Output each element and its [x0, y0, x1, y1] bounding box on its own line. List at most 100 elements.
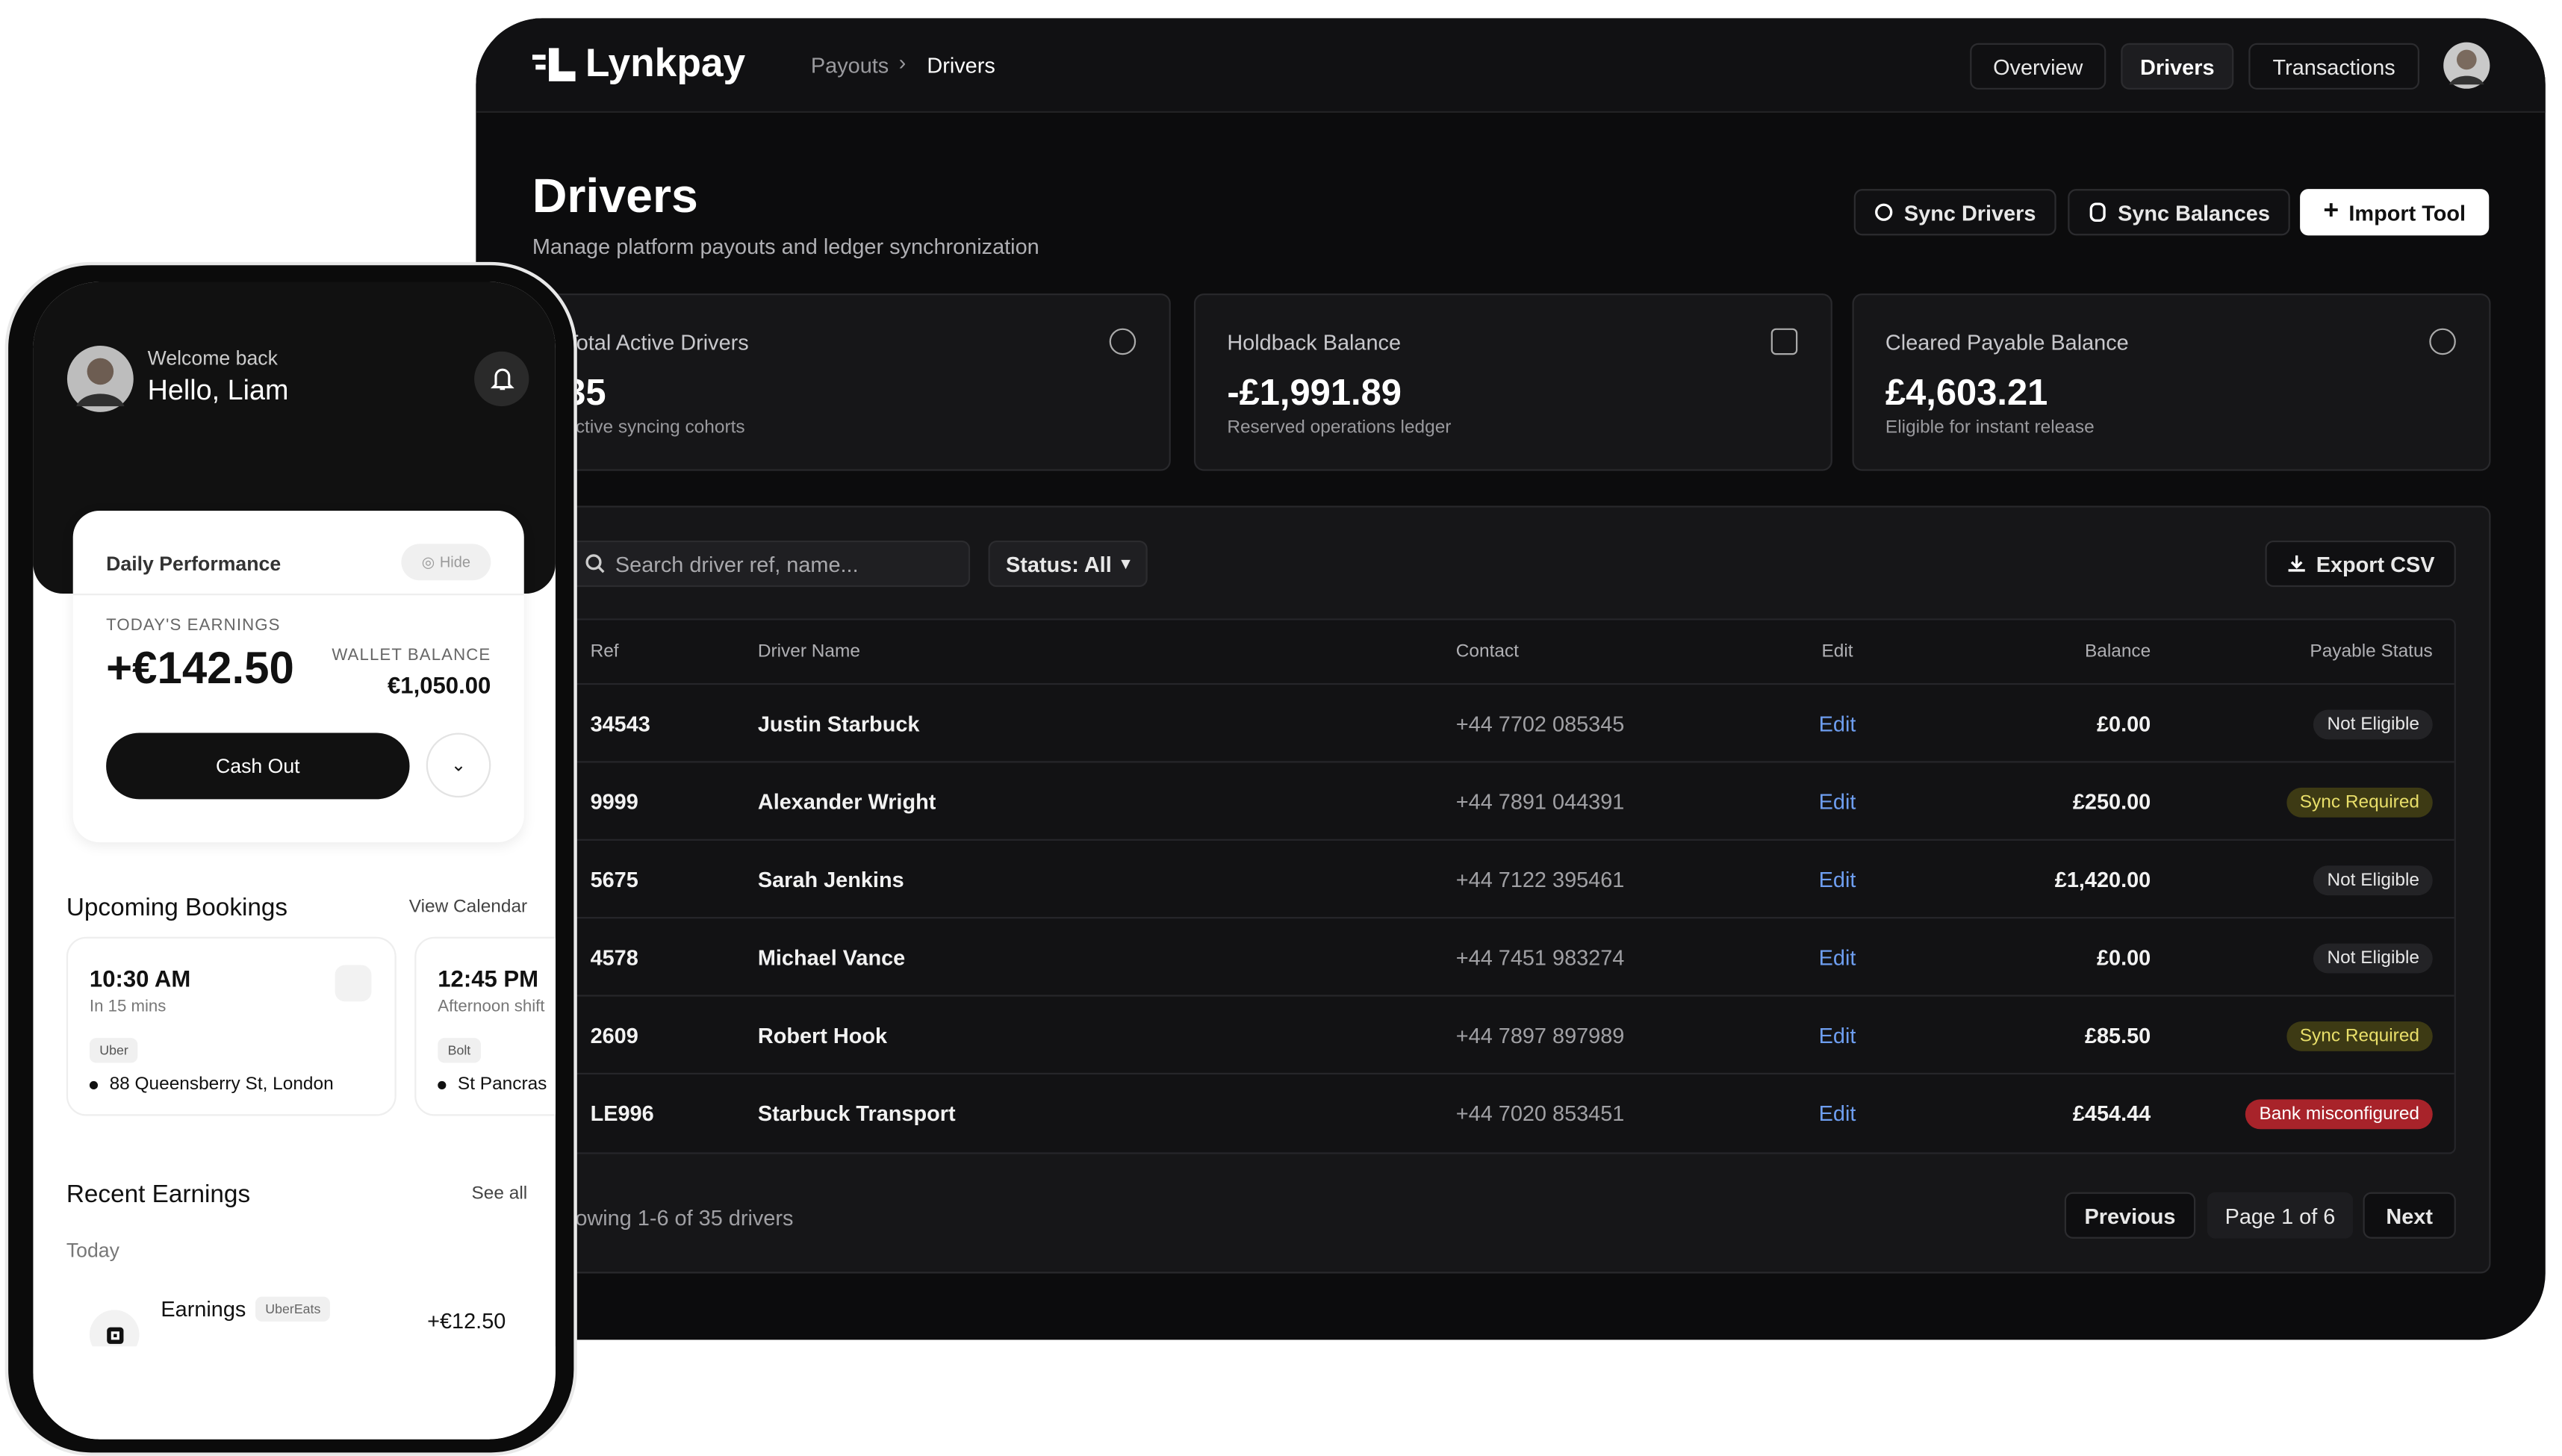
column-header: Payable Status	[2310, 641, 2433, 662]
breadcrumb-item: Drivers	[927, 53, 995, 78]
booking-address: St Pancras	[457, 1074, 547, 1095]
chevron: ▾	[1122, 554, 1131, 573]
section-title: Upcoming Bookings	[66, 893, 288, 922]
table-cell: Justin Starbuck	[758, 685, 1255, 762]
stat-card: Total Active Drivers 35 active syncing coh…	[532, 293, 1171, 471]
cell-text: £250.00	[2072, 789, 2151, 815]
sync-drivers-button[interactable]: Sync Drivers	[1853, 189, 2056, 236]
sync-balances-button[interactable]: Sync Balances	[2068, 189, 2290, 236]
column-header: Edit	[1821, 641, 1853, 662]
cell-text: +44 7891 044391	[1455, 789, 1625, 815]
user-avatar	[66, 346, 134, 412]
table-cell: 2609	[591, 997, 740, 1074]
status-badge: Sync Required	[2286, 1020, 2433, 1051]
button-label: Sync Balances	[2118, 199, 2270, 225]
cell-text: £0.00	[2096, 711, 2151, 736]
cell-text: Sarah Jenkins	[757, 867, 904, 892]
table-cell: Sarah Jenkins	[758, 841, 1255, 918]
table-cell: 34543	[591, 685, 740, 762]
cell-text: +44 7702 085345	[1455, 711, 1625, 736]
table-row: 9999 Alexander Wright +44 7891 044391 Edit £…	[565, 761, 2454, 841]
search-input[interactable]: Search driver ref, name...	[564, 540, 971, 588]
cell-text: Alexander Wright	[757, 789, 936, 815]
edit-link[interactable]: Edit	[1818, 1101, 1856, 1126]
view-calendar-link[interactable]: View Calendar	[408, 897, 528, 918]
status-filter[interactable]: Status: All ▾	[988, 540, 1148, 588]
cell-text: 5675	[590, 867, 638, 892]
table-cell: Alexander Wright	[758, 763, 1255, 841]
edit-link[interactable]: Edit	[1818, 1023, 1856, 1048]
cell-text: 9999	[590, 789, 638, 815]
stat-card: Cleared Payable Balance £4,603.21 Eligible…	[1852, 293, 2491, 471]
performance-card: Daily Performance ◎ Hide TODAY'S EARNINGS…	[72, 510, 524, 843]
export-button[interactable]: Export CSV	[2265, 540, 2456, 588]
see-all-link[interactable]: See all	[471, 1183, 528, 1204]
table-cell: LE996	[591, 1074, 740, 1152]
eye-icon: ◎	[421, 553, 435, 570]
cash-out-button[interactable]: Cash Out	[106, 732, 410, 800]
sync-icon	[1875, 203, 1893, 221]
table-cell: +44 7020 853451	[1456, 1074, 1788, 1152]
expand-button[interactable]: ⌄	[426, 732, 491, 798]
location-dot	[438, 1080, 447, 1089]
filter-label: Status: All	[1006, 551, 1112, 576]
button-label: Import Tool	[2348, 199, 2466, 225]
wallet-label: WALLET BALANCE	[332, 647, 491, 665]
table-cell: +44 7451 983274	[1456, 918, 1788, 996]
booking-tag: Bolt	[438, 1038, 481, 1063]
table-cell: Edit	[1788, 685, 1887, 762]
nav-tab[interactable]: Transactions	[2248, 43, 2420, 90]
breadcrumb-item[interactable]: Payouts	[810, 53, 889, 78]
section-title: Recent Earnings	[66, 1180, 251, 1209]
import-tool-button[interactable]: + Import Tool	[2300, 189, 2490, 236]
table-cell: Edit	[1788, 997, 1887, 1074]
edit-link[interactable]: Edit	[1818, 789, 1856, 815]
greeting: Welcome back	[147, 346, 278, 370]
table-cell: +44 7897 897989	[1456, 997, 1788, 1074]
table-cell: £0.00	[1892, 918, 2151, 996]
edit-link[interactable]: Edit	[1818, 867, 1856, 892]
booking-time: 12:45 PM	[438, 965, 539, 992]
page-subtitle: Manage platform payouts and ledger synch…	[532, 234, 1039, 259]
stat-label: Cleared Payable Balance	[1885, 329, 2129, 355]
previous-button[interactable]: Previous	[2064, 1192, 2196, 1239]
phone: Welcome back Hello, Liam Daily Performan…	[4, 261, 577, 1456]
hide-label: Hide	[439, 553, 470, 570]
booking-icon	[335, 965, 372, 1002]
stat-label: Total Active Drivers	[565, 329, 749, 355]
logo-icon	[532, 48, 576, 81]
avatar[interactable]	[2443, 42, 2490, 90]
status-badge: Sync Required	[2286, 786, 2433, 817]
cell-text: 34543	[590, 711, 650, 736]
download-icon	[2287, 555, 2305, 572]
stat-label: Holdback Balance	[1227, 329, 1402, 355]
next-button[interactable]: Next	[2363, 1192, 2456, 1239]
table-cell: Robert Hook	[758, 997, 1255, 1074]
edit-link[interactable]: Edit	[1818, 711, 1856, 736]
hide-button[interactable]: ◎ Hide	[401, 544, 491, 581]
table-cell: 4578	[591, 918, 740, 996]
table-row: 2609 Robert Hook +44 7897 897989 Edit £85.50…	[565, 995, 2454, 1074]
notification-button[interactable]	[474, 351, 529, 407]
table-row: 34543 Justin Starbuck +44 7702 085345 Edit £…	[565, 682, 2454, 763]
booking-card[interactable]: 10:30 AM In 15 mins Uber 88 Queensberry St,…	[66, 936, 397, 1116]
booking-sub: Afternoon shift	[438, 998, 545, 1017]
button-label: Export CSV	[2316, 551, 2435, 576]
table-cell: £454.44	[1892, 1074, 2151, 1152]
status-badge: Not Eligible	[2313, 865, 2433, 895]
booking-card[interactable]: 12:45 PM Afternoon shift Bolt St Pancras	[414, 936, 556, 1116]
nav-tab[interactable]: Drivers	[2121, 43, 2234, 90]
booking-tag: Uber	[89, 1038, 139, 1063]
drivers-table: Ref Driver Name Contact Edit Balance Payable …	[564, 618, 2456, 1154]
booking-sub: In 15 mins	[89, 998, 167, 1017]
stat-value: -£1,991.89	[1227, 371, 1402, 413]
cell-text: +44 7020 853451	[1455, 1101, 1625, 1126]
earnings-value: +€142.50	[106, 643, 294, 694]
table-cell: Edit	[1788, 1074, 1887, 1152]
nav-tab[interactable]: Overview	[1970, 43, 2107, 90]
edit-link[interactable]: Edit	[1818, 945, 1856, 971]
cell-text: +44 7122 395461	[1455, 867, 1625, 892]
